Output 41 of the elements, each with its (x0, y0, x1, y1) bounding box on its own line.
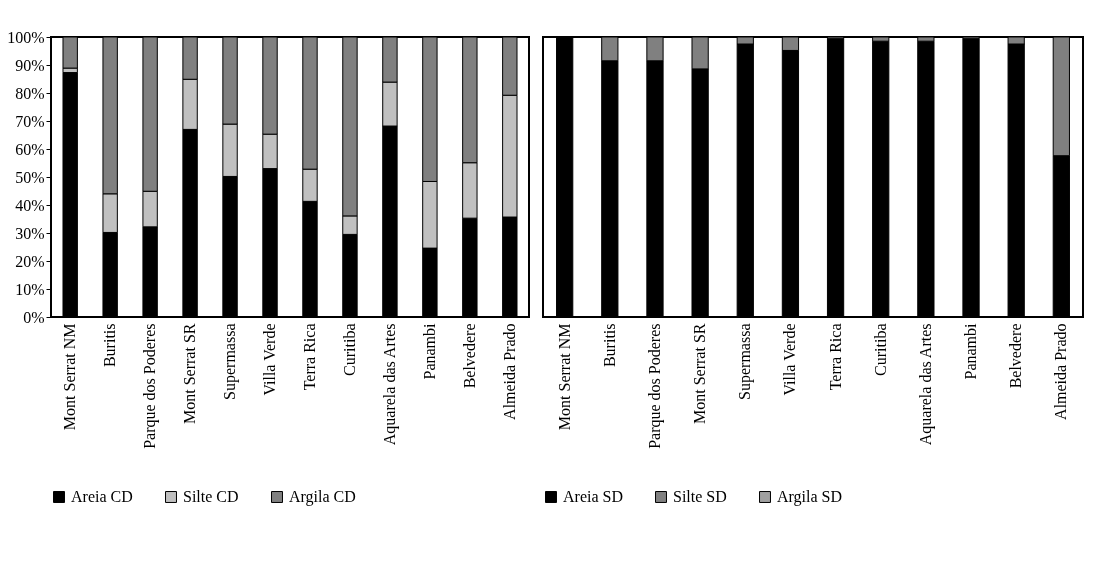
legend-label: Silte CD (183, 488, 239, 505)
y-tick-label: 10% (15, 280, 45, 298)
x-tick-label: Almeida Prado (1052, 323, 1070, 420)
x-tick-label: Aquarela das Artes (380, 323, 399, 446)
x-tick-label: Almeida Prado (500, 323, 518, 420)
x-tick-label: Mont Serrat NM (555, 323, 573, 431)
x-tick-label: Panambi (962, 322, 980, 380)
legend-label: Areia SD (563, 488, 623, 505)
x-tick-label: Belvedere (1007, 323, 1025, 389)
x-tick-label: Villa Verde (261, 323, 279, 396)
y-tick-label: 90% (15, 56, 45, 74)
x-tick-label: Mont Serrat SR (691, 323, 709, 424)
x-tick-label: Terra Rica (300, 323, 318, 391)
x-tick-label: Buritis (600, 323, 618, 368)
x-tick-label: Supermassa (221, 323, 240, 400)
x-tick-label: Mont Serrat SR (181, 323, 199, 424)
x-tick-label: Panambi (420, 322, 438, 380)
x-tick-label: Parque dos Poderes (645, 323, 664, 449)
y-tick-label: 40% (15, 196, 45, 214)
x-tick-label: Supermassa (736, 323, 755, 400)
legend-label: Silte SD (673, 488, 727, 505)
x-tick-label: Villa Verde (781, 323, 799, 396)
y-tick-label: 0% (23, 308, 45, 326)
y-tick-label: 50% (15, 168, 45, 186)
y-tick-label: 30% (15, 224, 45, 242)
x-tick-label: Belvedere (460, 323, 478, 389)
y-tick-label: 80% (15, 84, 45, 102)
legend-label: Areia CD (71, 488, 133, 505)
x-tick-label: Buritis (101, 323, 119, 368)
x-tick-label: Aquarela das Artes (916, 323, 935, 446)
y-tick-label: 60% (15, 140, 45, 158)
x-tick-label: Mont Serrat NM (61, 323, 79, 431)
legend-label: Argila CD (289, 488, 356, 506)
x-tick-label: Terra Rica (826, 323, 844, 391)
y-tick-label: 100% (7, 28, 45, 46)
x-tick-label: Curitiba (871, 323, 889, 376)
legend-label: Argila SD (777, 488, 843, 506)
y-tick-label: 70% (15, 112, 45, 130)
y-tick-label: 20% (15, 252, 45, 270)
x-tick-label: Curitiba (340, 323, 358, 376)
x-tick-label: Parque dos Poderes (141, 323, 160, 449)
